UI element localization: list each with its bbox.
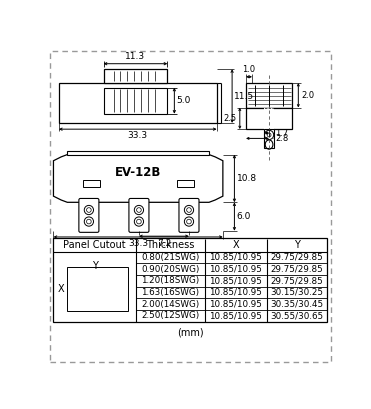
FancyBboxPatch shape [79, 198, 99, 232]
Text: 10.85/10.95: 10.85/10.95 [210, 276, 262, 285]
Text: 6.0: 6.0 [237, 212, 251, 221]
Text: 10.85/10.95: 10.85/10.95 [210, 300, 262, 309]
Text: 7.2: 7.2 [157, 238, 171, 247]
Text: 2.5: 2.5 [224, 114, 237, 123]
Text: 2.8: 2.8 [275, 134, 289, 143]
Text: 1.7: 1.7 [275, 128, 289, 137]
Text: 1.63(16SWG): 1.63(16SWG) [141, 288, 200, 297]
Text: 2.50(12SWG): 2.50(12SWG) [141, 311, 200, 320]
Text: 10.85/10.95: 10.85/10.95 [210, 311, 262, 320]
FancyBboxPatch shape [129, 198, 149, 232]
Text: 10.8: 10.8 [237, 174, 257, 183]
Text: (mm): (mm) [177, 328, 203, 338]
Bar [246, 108, 292, 129]
Bar [53, 238, 327, 321]
Bar [265, 108, 274, 148]
Bar [246, 83, 292, 108]
Text: 30.15/30.25: 30.15/30.25 [270, 288, 323, 297]
Text: 1.0: 1.0 [243, 65, 256, 74]
Text: 2.0: 2.0 [301, 91, 315, 100]
Bar [66, 267, 128, 311]
Text: 29.75/29.85: 29.75/29.85 [270, 276, 323, 285]
Text: 30.35/30.45: 30.35/30.45 [270, 300, 324, 309]
Text: 11.3: 11.3 [125, 52, 145, 61]
Text: 2.00(14SWG): 2.00(14SWG) [141, 300, 200, 309]
Bar [67, 151, 209, 155]
Text: X: X [233, 240, 239, 250]
Text: 0.80(21SWG): 0.80(21SWG) [141, 253, 200, 262]
Text: 5.0: 5.0 [177, 96, 191, 105]
Text: 29.75/29.85: 29.75/29.85 [270, 265, 323, 274]
Bar [83, 180, 100, 187]
Bar [265, 129, 274, 148]
Bar [177, 180, 194, 187]
Bar [59, 83, 217, 123]
Bar [104, 88, 167, 114]
Text: Y: Y [92, 261, 98, 271]
Text: Panel Cutout: Panel Cutout [63, 240, 126, 250]
Text: 10.85/10.95: 10.85/10.95 [210, 288, 262, 297]
FancyBboxPatch shape [179, 198, 199, 232]
Text: 33.3: 33.3 [128, 131, 148, 140]
Polygon shape [53, 155, 223, 202]
Text: 10.85/10.95: 10.85/10.95 [210, 265, 262, 274]
Text: 30.55/30.65: 30.55/30.65 [270, 311, 324, 320]
Text: X: X [58, 284, 65, 294]
Text: EV-12B: EV-12B [115, 166, 161, 179]
Text: Y: Y [294, 240, 300, 250]
Text: 0.90(20SWG): 0.90(20SWG) [141, 265, 200, 274]
Text: 1.20(18SWG): 1.20(18SWG) [141, 276, 200, 285]
Bar [104, 69, 167, 83]
Text: 33.3: 33.3 [128, 239, 148, 248]
Text: 10.85/10.95: 10.85/10.95 [210, 253, 262, 262]
Text: 29.75/29.85: 29.75/29.85 [270, 253, 323, 262]
Text: 11.5: 11.5 [234, 92, 255, 101]
Text: Thickness: Thickness [146, 240, 195, 250]
